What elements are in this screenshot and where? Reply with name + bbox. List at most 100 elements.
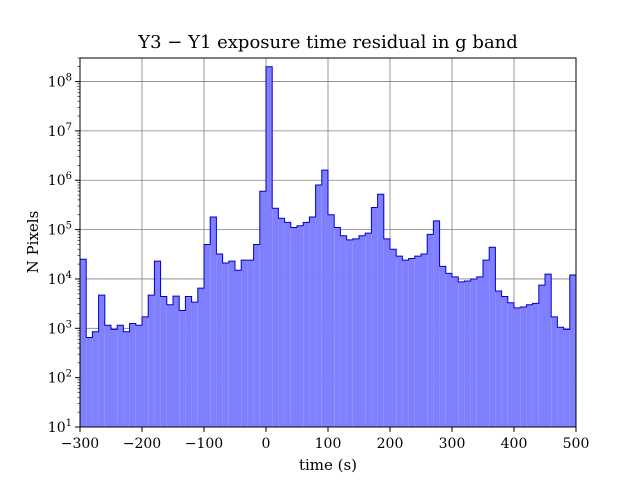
x-tick-label: 500 — [563, 436, 590, 452]
histogram-bar — [470, 278, 477, 427]
y-tick-exponent: 3 — [66, 319, 72, 330]
histogram-bar — [253, 244, 260, 427]
y-tick-exponent: 8 — [66, 73, 72, 84]
histogram-bar — [520, 307, 527, 427]
chart-title: Y3 − Y1 exposure time residual in g band — [137, 32, 518, 53]
histogram-bar — [334, 227, 341, 427]
histogram-bar — [501, 296, 508, 427]
histogram-bar — [303, 222, 310, 427]
histogram-bar — [514, 307, 521, 427]
y-axis-label: N Pixels — [24, 211, 42, 274]
histogram-bar — [439, 266, 446, 427]
histogram-bar — [111, 329, 118, 427]
histogram-bar — [272, 208, 279, 427]
y-tick-exponent: 6 — [66, 171, 72, 182]
histogram-bar — [284, 222, 291, 427]
histogram-bar — [204, 244, 211, 427]
y-tick-exponent: 7 — [66, 122, 72, 133]
histogram-bar — [377, 194, 384, 427]
histogram-bar — [98, 295, 105, 427]
x-axis-label: time (s) — [299, 456, 357, 474]
histogram-bar — [545, 274, 552, 427]
histogram-bar — [452, 276, 459, 427]
histogram-bar — [210, 216, 217, 427]
histogram-bar — [173, 296, 180, 427]
histogram-bar — [266, 66, 273, 428]
histogram-bar — [259, 191, 266, 427]
histogram-bar — [489, 247, 496, 427]
histogram-bar — [532, 303, 539, 427]
y-tick-exponent: 5 — [66, 221, 72, 232]
histogram-bar — [235, 270, 242, 427]
histogram-bar — [148, 295, 155, 427]
x-tick-label: −200 — [123, 436, 161, 452]
histogram-bar — [495, 290, 502, 427]
histogram-bar — [123, 331, 130, 427]
histogram-bar — [104, 325, 111, 427]
x-tick-label: 200 — [377, 436, 404, 452]
histogram-bar — [352, 238, 359, 427]
histogram-bar — [241, 260, 248, 427]
x-tick-label: 0 — [262, 436, 271, 452]
histogram-bar — [371, 207, 378, 427]
histogram-bar — [297, 225, 304, 427]
histogram-outline — [79, 66, 577, 427]
histogram-bar — [247, 260, 254, 427]
histogram-bar — [129, 323, 136, 427]
histogram-bar — [86, 337, 93, 427]
histogram-bar — [309, 216, 316, 427]
histogram-bar — [476, 276, 483, 427]
histogram-bar — [142, 316, 149, 427]
histogram-bar — [160, 296, 167, 427]
histogram-bar — [315, 185, 322, 427]
histogram-bar — [340, 235, 347, 427]
histogram-bar — [433, 220, 440, 427]
histogram-bar — [117, 325, 124, 427]
histogram-bar — [557, 327, 564, 427]
histogram-bar — [458, 281, 465, 427]
y-tick-exponent: 2 — [66, 369, 72, 380]
x-tick-label: −300 — [61, 436, 99, 452]
histogram-bar — [365, 233, 372, 427]
histogram-bar — [569, 275, 576, 427]
y-tick-exponent: 1 — [66, 418, 72, 429]
histogram-bar — [228, 261, 235, 427]
histogram-bar — [321, 170, 328, 428]
histogram-bar — [290, 227, 297, 427]
histogram-bar — [278, 218, 285, 427]
histogram-bar — [421, 254, 428, 427]
histogram-bar — [445, 273, 452, 427]
histogram-bar — [427, 234, 434, 427]
histogram-bar — [359, 235, 366, 427]
histogram-bar — [92, 331, 99, 427]
histogram-bar — [464, 280, 471, 427]
y-tick-exponent: 4 — [66, 270, 72, 281]
histogram-bar — [507, 302, 514, 427]
histogram-bar — [538, 285, 545, 427]
axis-ticks: −300 −200 −100 0 100 200 300 400 500101102103104… — [48, 57, 590, 452]
x-tick-label: −100 — [185, 436, 223, 452]
histogram-bar — [408, 258, 415, 427]
x-tick-label: 400 — [501, 436, 528, 452]
histogram-bar — [80, 259, 87, 427]
histogram-bar — [191, 302, 198, 427]
histogram-bar — [328, 214, 335, 427]
histogram-bar — [563, 329, 570, 427]
histogram-bar — [185, 296, 192, 427]
histogram-bar — [390, 249, 397, 427]
histogram-bar — [402, 260, 409, 427]
x-tick-label: 300 — [439, 436, 466, 452]
histogram-bar — [166, 304, 173, 427]
histogram-bar — [197, 288, 204, 427]
histogram-bar — [179, 310, 186, 427]
histogram-bar — [216, 254, 223, 427]
histogram-bars — [79, 66, 577, 428]
histogram-bar — [414, 256, 421, 427]
histogram-bar — [526, 304, 533, 427]
histogram-bar — [551, 316, 558, 427]
histogram-bar — [135, 325, 142, 427]
histogram-bar — [222, 263, 229, 427]
histogram-bar — [396, 256, 403, 427]
